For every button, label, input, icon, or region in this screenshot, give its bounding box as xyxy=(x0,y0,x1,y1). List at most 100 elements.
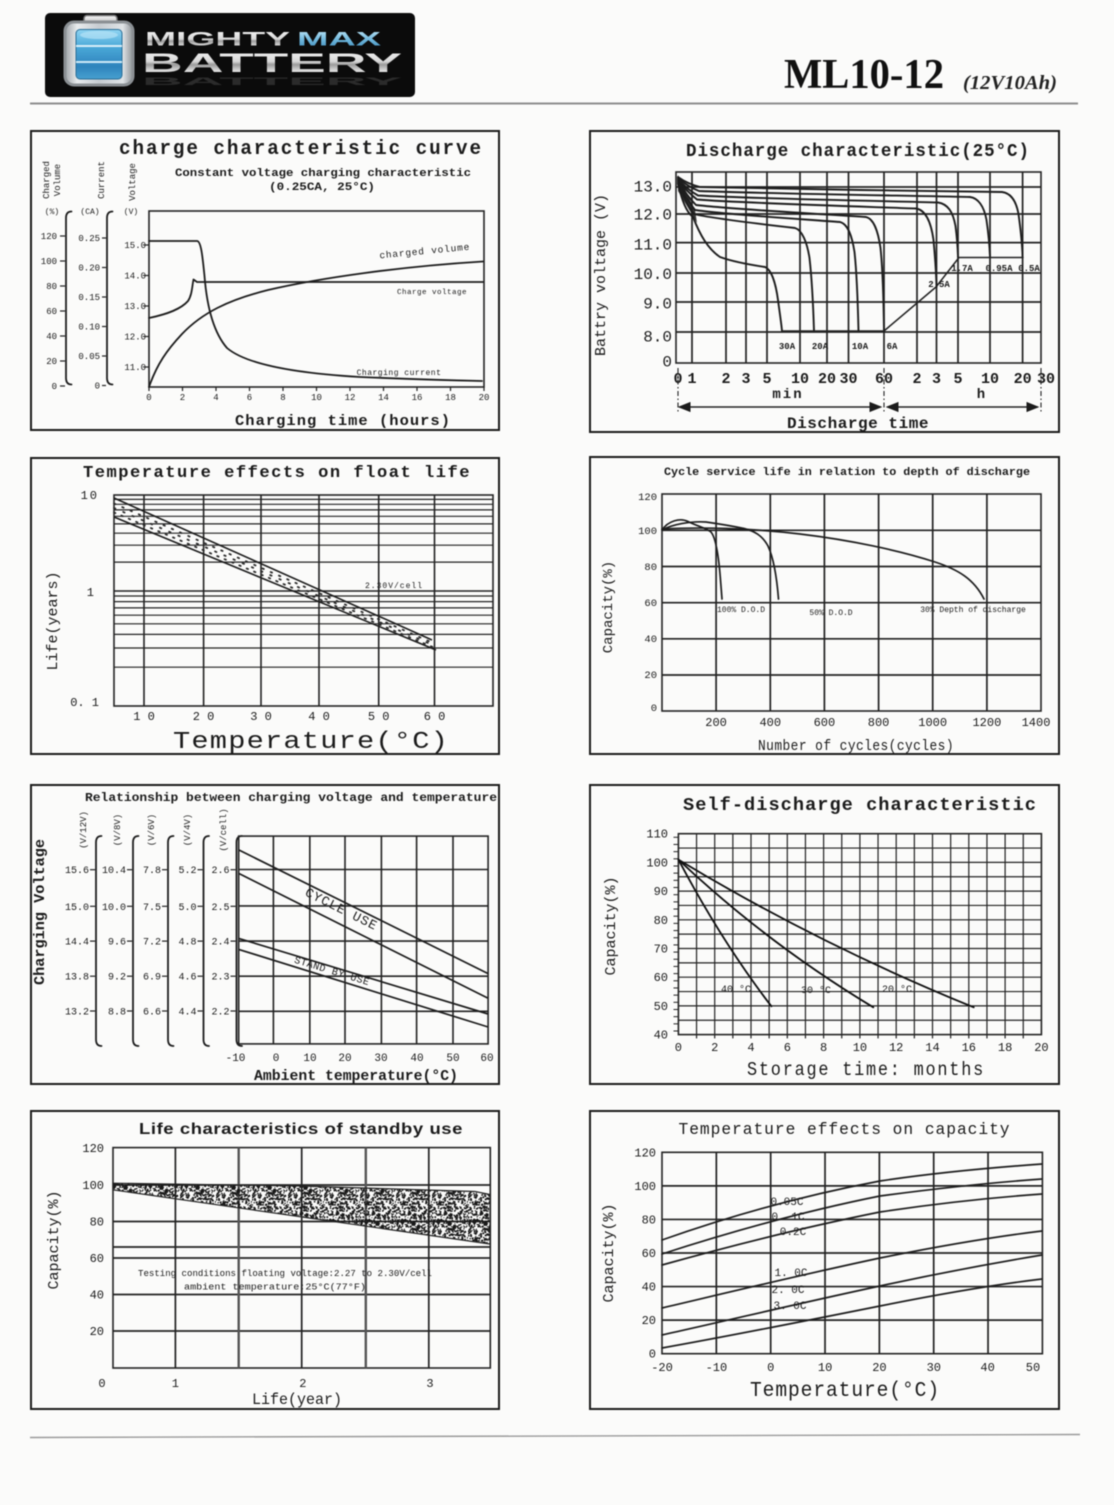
svg-text:CYCLE USE: CYCLE USE xyxy=(302,885,380,934)
svg-text:0.05: 0.05 xyxy=(78,352,100,362)
svg-text:10: 10 xyxy=(818,1361,832,1375)
svg-text:4.8: 4.8 xyxy=(178,938,196,949)
svg-text:18: 18 xyxy=(998,1041,1012,1055)
svg-text:BATTERY: BATTERY xyxy=(142,76,405,88)
svg-text:18: 18 xyxy=(445,393,456,403)
svg-text:120: 120 xyxy=(41,232,57,242)
svg-text:0.25: 0.25 xyxy=(78,234,100,244)
svg-text:Relationship between charging: Relationship between charging voltage an… xyxy=(85,791,497,805)
svg-text:6.9: 6.9 xyxy=(143,973,161,984)
svg-text:80: 80 xyxy=(90,1216,104,1230)
svg-text:charge characteristic curve: charge characteristic curve xyxy=(119,138,483,161)
svg-text:800: 800 xyxy=(868,716,890,730)
svg-text:8: 8 xyxy=(820,1041,827,1055)
svg-text:-20: -20 xyxy=(651,1361,673,1375)
svg-text:30A: 30A xyxy=(779,342,796,352)
svg-text:1. 0C: 1. 0C xyxy=(774,1268,807,1280)
svg-text:9.6: 9.6 xyxy=(108,938,126,949)
svg-text:50: 50 xyxy=(1026,1361,1040,1375)
svg-text:12: 12 xyxy=(345,393,356,403)
svg-text:100: 100 xyxy=(82,1179,104,1193)
svg-text:7.2: 7.2 xyxy=(143,938,161,949)
svg-text:60: 60 xyxy=(480,1053,493,1065)
svg-text:0. 1C: 0. 1C xyxy=(771,1212,804,1224)
svg-text:Constant voltage charging char: Constant voltage charging characteristic xyxy=(175,168,471,180)
svg-text:20: 20 xyxy=(479,393,490,403)
svg-text:60: 60 xyxy=(90,1252,104,1266)
svg-text:7.5: 7.5 xyxy=(143,903,161,914)
svg-text:2: 2 xyxy=(711,1041,718,1055)
svg-text:40: 40 xyxy=(644,634,657,646)
svg-text:1400: 1400 xyxy=(1022,716,1051,730)
svg-text:Life(year): Life(year) xyxy=(252,1391,342,1409)
svg-text:0.15: 0.15 xyxy=(78,293,100,303)
svg-text:0: 0 xyxy=(767,1361,774,1375)
svg-text:30: 30 xyxy=(927,1361,941,1375)
svg-text:0: 0 xyxy=(98,1377,105,1391)
svg-text:charged volume: charged volume xyxy=(379,242,471,262)
svg-text:40: 40 xyxy=(980,1361,994,1375)
svg-text:14: 14 xyxy=(378,393,389,403)
svg-text:0: 0 xyxy=(52,382,57,392)
svg-text:Temperature effects on float l: Temperature effects on float life xyxy=(83,464,471,483)
svg-text:3 0: 3 0 xyxy=(250,710,272,724)
svg-text:0: 0 xyxy=(662,354,672,372)
svg-text:8: 8 xyxy=(280,393,285,403)
svg-text:10: 10 xyxy=(791,371,809,388)
svg-text:-10: -10 xyxy=(706,1361,728,1375)
svg-text:100: 100 xyxy=(638,526,657,538)
svg-text:Current: Current xyxy=(97,161,107,199)
svg-text:8.0: 8.0 xyxy=(643,329,672,347)
svg-text:100: 100 xyxy=(646,856,668,870)
svg-text:80: 80 xyxy=(642,1213,656,1227)
svg-text:9.2: 9.2 xyxy=(108,973,126,984)
svg-text:Discharge characteristic(25°C): Discharge characteristic(25°C) xyxy=(686,142,1030,162)
svg-text:110: 110 xyxy=(646,828,668,842)
svg-text:min: min xyxy=(772,387,803,403)
svg-text:20: 20 xyxy=(46,357,57,367)
svg-text:120: 120 xyxy=(638,492,657,504)
svg-text:80: 80 xyxy=(654,914,668,928)
svg-text:40: 40 xyxy=(642,1281,656,1295)
svg-text:1200: 1200 xyxy=(972,716,1001,730)
svg-text:12: 12 xyxy=(889,1041,903,1055)
svg-text:1: 1 xyxy=(87,586,94,600)
svg-text:0.10: 0.10 xyxy=(78,323,100,333)
svg-text:13.8: 13.8 xyxy=(65,973,89,984)
svg-text:14: 14 xyxy=(925,1041,939,1055)
svg-text:40: 40 xyxy=(90,1289,104,1303)
svg-text:BATTERY: BATTERY xyxy=(142,48,402,78)
svg-text:Ambient temperature(°C): Ambient temperature(°C) xyxy=(254,1068,458,1085)
svg-text:80: 80 xyxy=(644,562,657,574)
svg-text:30: 30 xyxy=(839,371,857,388)
svg-text:90: 90 xyxy=(654,885,668,899)
svg-text:2.2: 2.2 xyxy=(211,1008,229,1019)
svg-text:20: 20 xyxy=(1014,371,1032,388)
svg-text:2.4: 2.4 xyxy=(211,938,229,949)
svg-text:6.6: 6.6 xyxy=(143,1008,161,1019)
svg-text:Charging time (hours): Charging time (hours) xyxy=(235,413,451,430)
svg-text:Life characteristics of standb: Life characteristics of standby use xyxy=(139,1121,463,1138)
svg-text:600: 600 xyxy=(814,716,836,730)
svg-text:11.0: 11.0 xyxy=(124,363,146,373)
svg-text:2 0: 2 0 xyxy=(193,710,215,724)
svg-text:-10: -10 xyxy=(226,1053,246,1065)
svg-text:2.30V/cell: 2.30V/cell xyxy=(365,582,423,591)
svg-text:14.0: 14.0 xyxy=(124,272,146,282)
svg-text:50: 50 xyxy=(654,1000,668,1014)
svg-text:0: 0 xyxy=(649,1348,656,1362)
svg-text:4.6: 4.6 xyxy=(178,973,196,984)
svg-text:70: 70 xyxy=(654,943,668,957)
svg-text:3: 3 xyxy=(426,1377,433,1391)
svg-text:(V/8V): (V/8V) xyxy=(113,814,123,846)
svg-text:60: 60 xyxy=(46,307,57,317)
svg-text:11.0: 11.0 xyxy=(634,237,672,255)
svg-text:6: 6 xyxy=(784,1041,791,1055)
svg-text:5.0: 5.0 xyxy=(178,903,196,914)
svg-text:(V/cell): (V/cell) xyxy=(219,808,229,851)
svg-text:20: 20 xyxy=(818,371,836,388)
svg-text:0.5A: 0.5A xyxy=(1018,264,1040,274)
svg-text:Self-discharge characteristic: Self-discharge characteristic xyxy=(683,796,1037,816)
svg-text:Number of cycles(cycles): Number of cycles(cycles) xyxy=(758,738,954,755)
svg-text:6 0: 6 0 xyxy=(424,710,446,724)
